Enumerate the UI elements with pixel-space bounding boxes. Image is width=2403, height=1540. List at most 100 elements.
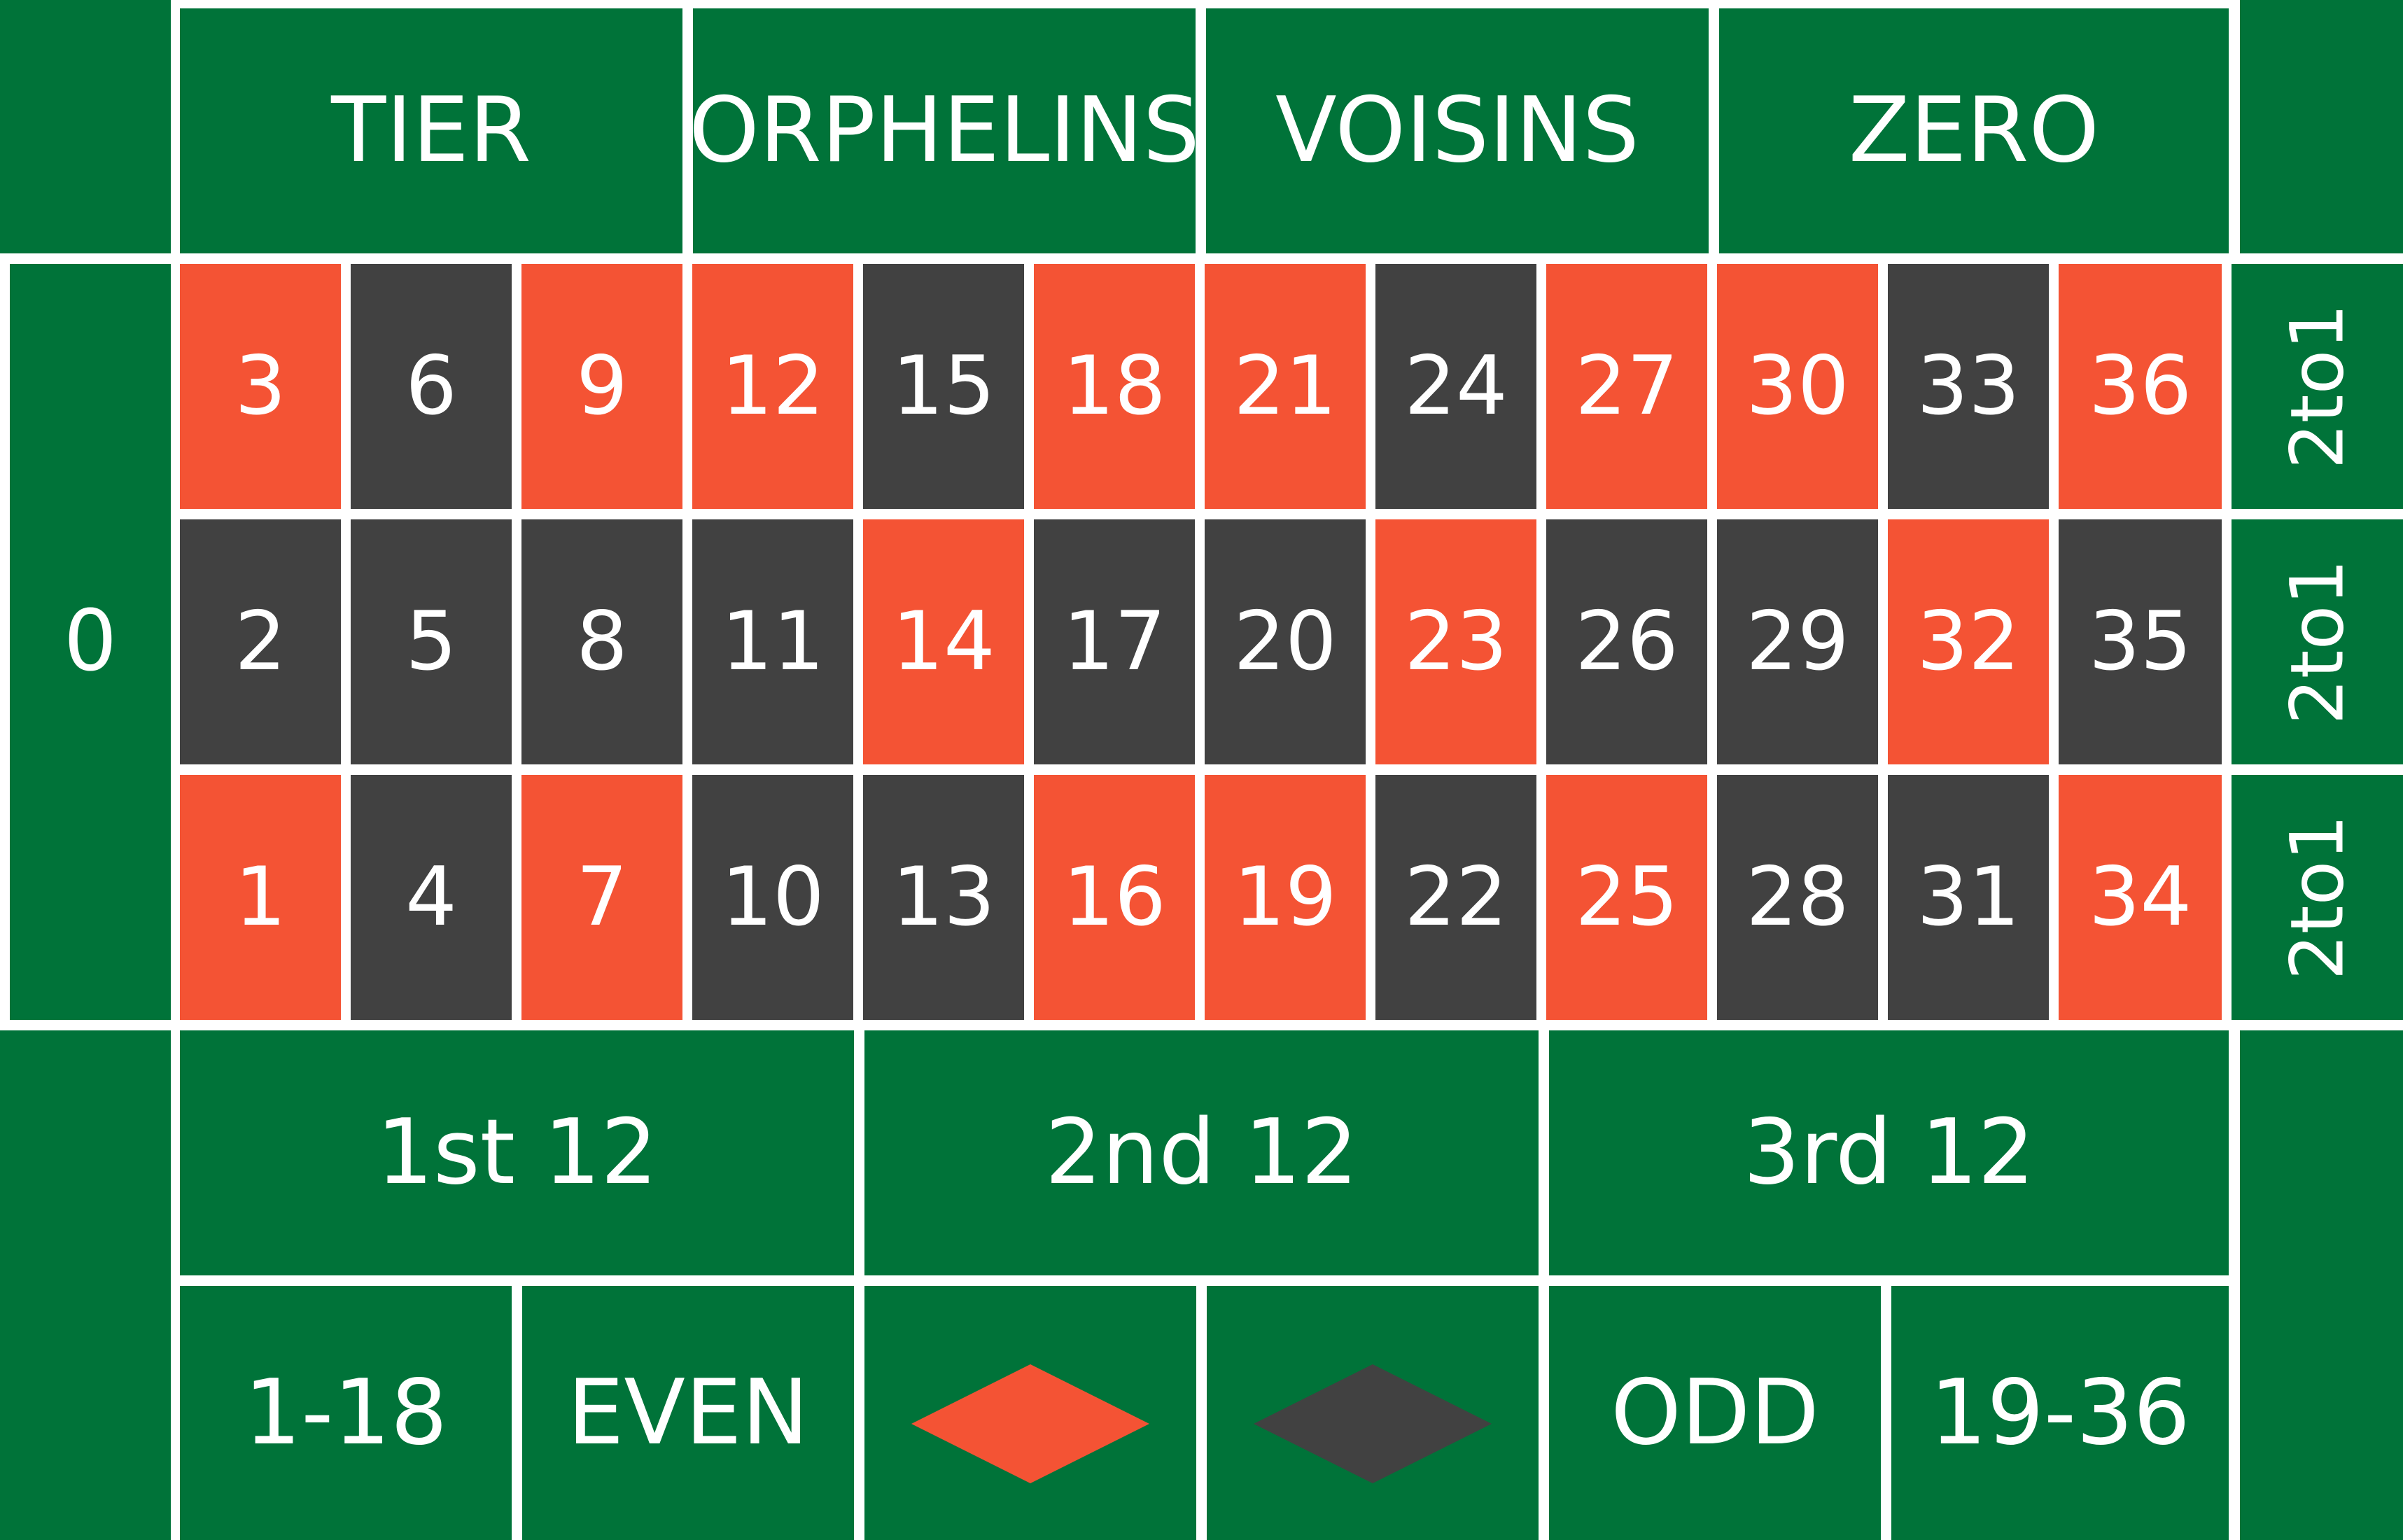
number-cell-19[interactable]: 19	[1205, 775, 1366, 1020]
number-cell-23[interactable]: 23	[1375, 519, 1536, 764]
number-cell-5[interactable]: 5	[351, 519, 512, 764]
column-bet-top-label: 2to1	[2274, 303, 2360, 470]
number-cell-3[interactable]: 3	[180, 264, 341, 509]
number-cell-9[interactable]: 9	[521, 264, 682, 509]
bottom-right-corner	[2240, 1030, 2403, 1540]
column-bet-middle[interactable]: 2to1	[2232, 519, 2403, 764]
bet-black[interactable]	[1207, 1286, 1539, 1540]
number-cell-11[interactable]: 11	[692, 519, 853, 764]
number-label: 17	[1063, 594, 1166, 689]
number-cell-8[interactable]: 8	[521, 519, 682, 764]
number-cell-10[interactable]: 10	[692, 775, 853, 1020]
number-label: 30	[1746, 339, 1849, 433]
bet-orphelins[interactable]: ORPHELINS	[689, 8, 1200, 253]
dozen-second-label: 2nd 12	[1044, 1100, 1359, 1205]
number-cell-16[interactable]: 16	[1034, 775, 1195, 1020]
zero-label: 0	[63, 593, 118, 690]
number-label: 21	[1233, 339, 1337, 433]
bet-high-label: 19-36	[1930, 1360, 2190, 1465]
number-cell-18[interactable]: 18	[1034, 264, 1195, 509]
number-label: 23	[1404, 594, 1508, 689]
number-cell-36[interactable]: 36	[2059, 264, 2222, 509]
dozen-third[interactable]: 3rd 12	[1549, 1030, 2229, 1275]
dozen-third-label: 3rd 12	[1743, 1100, 2035, 1205]
bet-zero-announce-label: ZERO	[1848, 78, 2100, 183]
number-label: 9	[576, 339, 628, 433]
number-label: 32	[1917, 594, 2020, 689]
number-label: 19	[1233, 850, 1337, 944]
dozen-second[interactable]: 2nd 12	[864, 1030, 1539, 1275]
number-cell-24[interactable]: 24	[1375, 264, 1536, 509]
column-bet-bottom[interactable]: 2to1	[2232, 775, 2403, 1020]
bet-low-1-18[interactable]: 1-18	[180, 1286, 512, 1540]
black-diamond-icon	[1254, 1364, 1492, 1483]
dozen-first-label: 1st 12	[376, 1100, 658, 1205]
number-label: 8	[576, 594, 628, 689]
bet-high-19-36[interactable]: 19-36	[1891, 1286, 2229, 1540]
number-cell-22[interactable]: 22	[1375, 775, 1536, 1020]
bet-zero-announce[interactable]: ZERO	[1719, 8, 2229, 253]
dozen-first[interactable]: 1st 12	[180, 1030, 854, 1275]
bet-voisins[interactable]: VOISINS	[1206, 8, 1709, 253]
number-cell-33[interactable]: 33	[1888, 264, 2049, 509]
bet-low-label: 1-18	[244, 1360, 448, 1465]
number-cell-17[interactable]: 17	[1034, 519, 1195, 764]
number-label: 36	[2088, 339, 2192, 433]
number-cell-4[interactable]: 4	[351, 775, 512, 1020]
number-label: 22	[1404, 850, 1508, 944]
number-cell-27[interactable]: 27	[1546, 264, 1707, 509]
number-label: 24	[1404, 339, 1508, 433]
number-cell-32[interactable]: 32	[1888, 519, 2049, 764]
number-cell-25[interactable]: 25	[1546, 775, 1707, 1020]
number-label: 12	[721, 339, 825, 433]
number-cell-12[interactable]: 12	[692, 264, 853, 509]
number-cell-2[interactable]: 2	[180, 519, 341, 764]
bet-tier-label: TIER	[331, 78, 531, 183]
number-cell-20[interactable]: 20	[1205, 519, 1366, 764]
number-cell-35[interactable]: 35	[2059, 519, 2222, 764]
number-label: 4	[405, 850, 457, 944]
column-bet-bottom-label: 2to1	[2274, 814, 2360, 981]
number-label: 7	[576, 850, 628, 944]
number-label: 31	[1917, 850, 2020, 944]
number-label: 34	[2088, 850, 2192, 944]
column-bet-middle-label: 2to1	[2274, 559, 2360, 725]
number-label: 20	[1233, 594, 1337, 689]
number-cell-34[interactable]: 34	[2059, 775, 2222, 1020]
number-label: 27	[1575, 339, 1679, 433]
column-bet-top[interactable]: 2to1	[2232, 264, 2403, 509]
number-cell-14[interactable]: 14	[863, 519, 1024, 764]
number-label: 5	[405, 594, 457, 689]
number-cell-7[interactable]: 7	[521, 775, 682, 1020]
number-cell-28[interactable]: 28	[1717, 775, 1878, 1020]
number-label: 3	[234, 339, 286, 433]
number-label: 1	[234, 850, 286, 944]
number-label: 25	[1575, 850, 1679, 944]
number-cell-31[interactable]: 31	[1888, 775, 2049, 1020]
bet-odd[interactable]: ODD	[1549, 1286, 1881, 1540]
red-diamond-icon	[911, 1364, 1149, 1483]
number-cell-29[interactable]: 29	[1717, 519, 1878, 764]
bet-voisins-label: VOISINS	[1275, 78, 1639, 183]
number-label: 14	[892, 594, 995, 689]
bet-even[interactable]: EVEN	[522, 1286, 854, 1540]
number-label: 26	[1575, 594, 1679, 689]
number-label: 15	[892, 339, 995, 433]
number-cell-13[interactable]: 13	[863, 775, 1024, 1020]
number-cell-15[interactable]: 15	[863, 264, 1024, 509]
number-label: 10	[721, 850, 825, 944]
number-label: 11	[721, 594, 825, 689]
number-cell-1[interactable]: 1	[180, 775, 341, 1020]
bet-red[interactable]	[864, 1286, 1196, 1540]
number-cell-30[interactable]: 30	[1717, 264, 1878, 509]
number-cell-26[interactable]: 26	[1546, 519, 1707, 764]
number-cell-21[interactable]: 21	[1205, 264, 1366, 509]
number-zero[interactable]: 0	[10, 264, 171, 1020]
bet-odd-label: ODD	[1611, 1360, 1819, 1465]
number-label: 2	[234, 594, 286, 689]
number-label: 16	[1063, 850, 1166, 944]
number-cell-6[interactable]: 6	[351, 264, 512, 509]
number-label: 35	[2088, 594, 2192, 689]
bet-tier[interactable]: TIER	[180, 8, 682, 253]
number-label: 28	[1746, 850, 1849, 944]
